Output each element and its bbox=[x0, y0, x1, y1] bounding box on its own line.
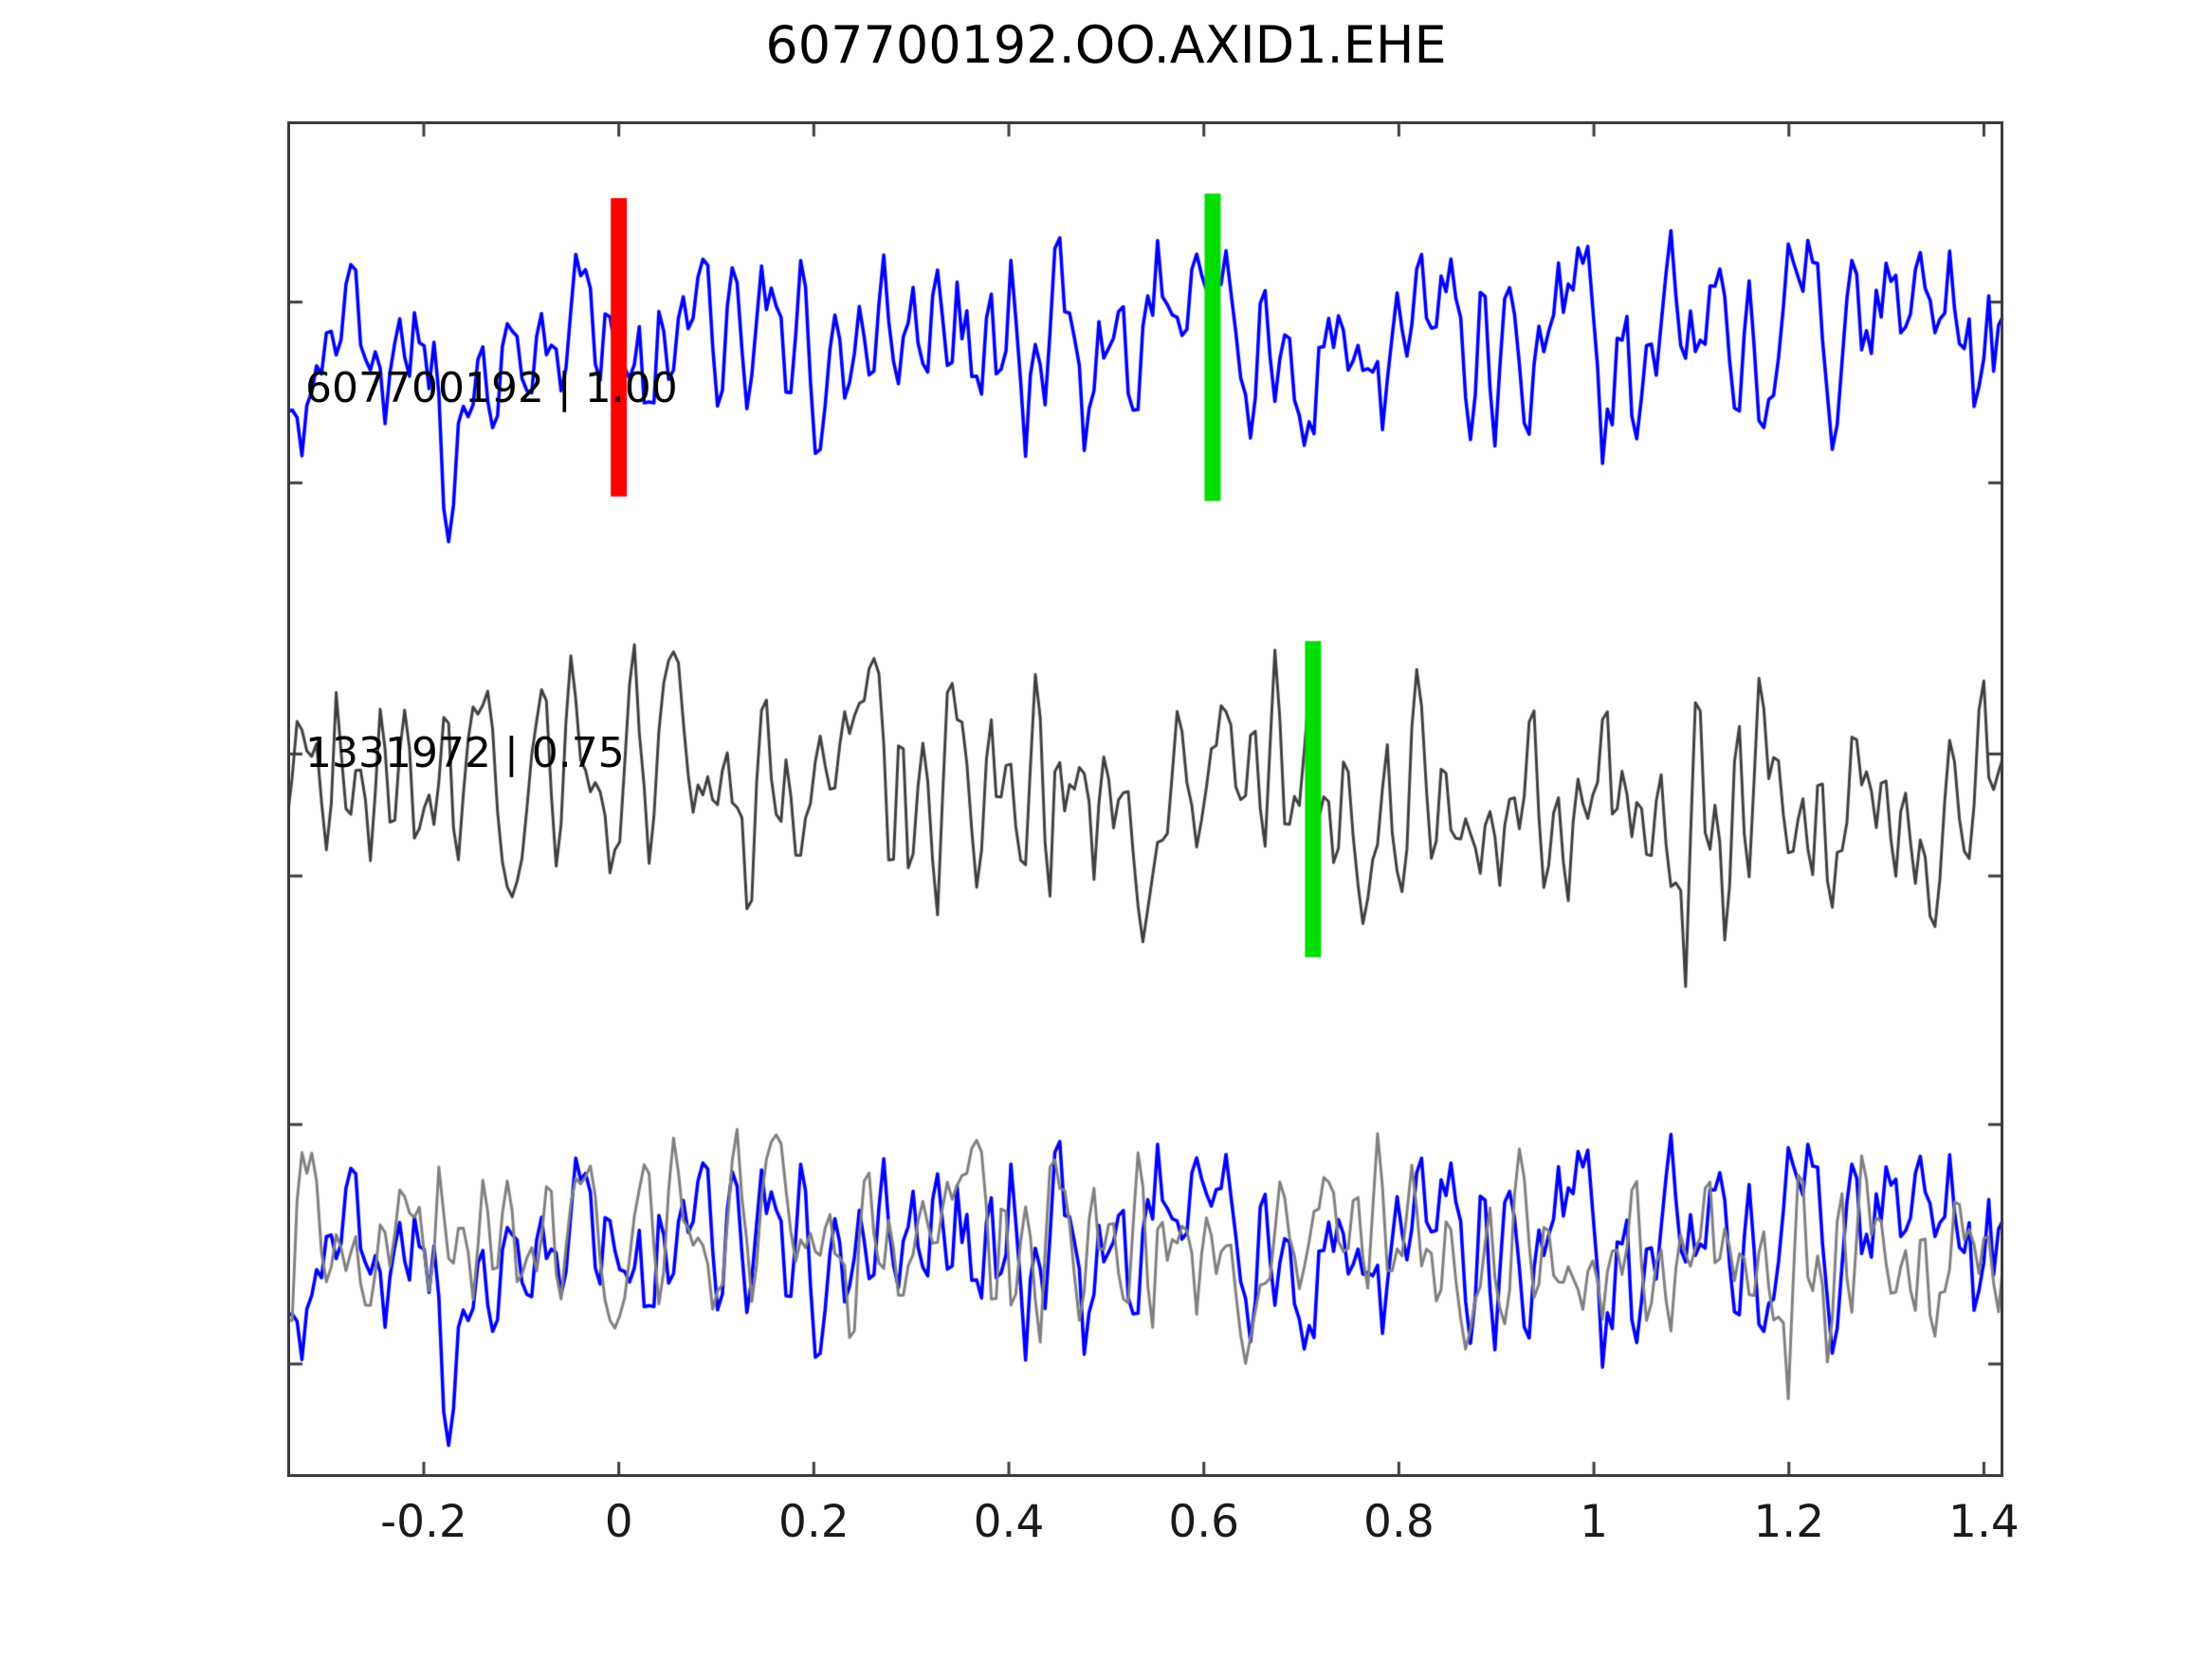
x-tick-label: 0 bbox=[604, 1496, 633, 1548]
plot-frame bbox=[287, 121, 2003, 1477]
x-tick-label: 1.2 bbox=[1753, 1496, 1825, 1548]
x-tick-label: 1.4 bbox=[1948, 1496, 2020, 1548]
trace-label-detection: 1331972 | 0.75 bbox=[305, 729, 625, 777]
trace-label-template: 607700192 | 1.00 bbox=[305, 364, 678, 412]
x-tick-label: 0.4 bbox=[973, 1496, 1045, 1548]
x-tick-label: 0.6 bbox=[1168, 1496, 1240, 1548]
x-tick-label: 0.2 bbox=[777, 1496, 850, 1548]
x-tick-label: 1 bbox=[1580, 1496, 1609, 1548]
x-tick-label: -0.2 bbox=[380, 1496, 467, 1548]
x-tick-label: 0.8 bbox=[1363, 1496, 1435, 1548]
waveform-plot-canvas bbox=[287, 121, 2003, 1477]
page-title: 607700192.OO.AXID1.EHE bbox=[765, 15, 1447, 75]
